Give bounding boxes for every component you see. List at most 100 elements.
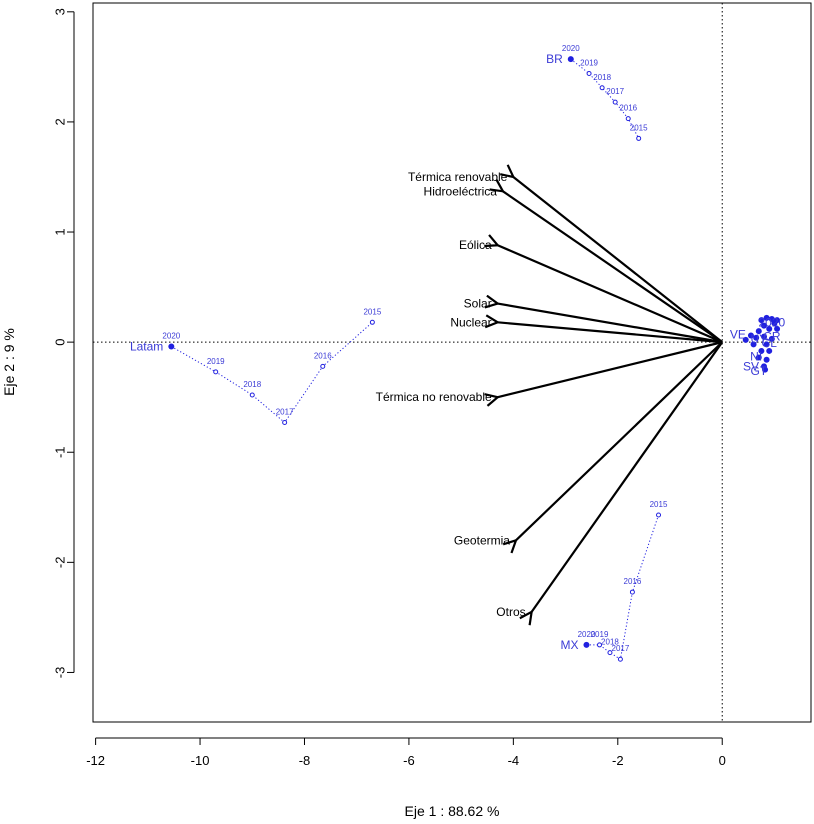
year-label: 2018 bbox=[593, 73, 611, 82]
y-tick-label: 3 bbox=[53, 8, 68, 15]
year-label: 2015 bbox=[363, 307, 381, 316]
trajectory-point bbox=[617, 656, 623, 662]
trajectory-point-current bbox=[583, 641, 590, 648]
cluster-point bbox=[750, 341, 757, 348]
y-tick-label: 1 bbox=[53, 228, 68, 235]
cluster-label: UY bbox=[750, 332, 767, 346]
arrow-line bbox=[498, 245, 723, 344]
year-label: 2017 bbox=[276, 408, 294, 417]
reference-lines bbox=[93, 3, 811, 722]
trajectory-point bbox=[629, 589, 635, 595]
cluster-point bbox=[768, 335, 775, 342]
cluster-point bbox=[747, 332, 754, 339]
variable-arrow: Eólica bbox=[459, 238, 723, 344]
y-tick-label: -3 bbox=[53, 667, 68, 679]
trajectory-point bbox=[656, 512, 662, 518]
year-label: 2020 bbox=[578, 630, 596, 639]
x-tick-label: -6 bbox=[403, 753, 415, 768]
trajectory-point bbox=[282, 420, 288, 426]
variable-label: Térmica no renovable bbox=[376, 390, 492, 404]
trajectory-point-current bbox=[567, 56, 574, 63]
trajectory-point bbox=[213, 369, 219, 375]
year-label: 2020 bbox=[562, 44, 580, 53]
cluster-label: GT bbox=[750, 364, 767, 378]
variable-arrow: Solar bbox=[464, 297, 723, 344]
variable-label: Geotermia bbox=[454, 533, 510, 547]
cluster-point bbox=[755, 328, 762, 335]
variable-arrow: Nuclear bbox=[450, 315, 723, 344]
country-label: MX bbox=[560, 638, 578, 652]
cluster-point bbox=[762, 366, 769, 373]
year-label: 2017 bbox=[606, 87, 624, 96]
cluster-point bbox=[766, 325, 773, 332]
cluster-point bbox=[771, 320, 778, 327]
country-label: BR bbox=[546, 52, 563, 66]
year-label: 2019 bbox=[207, 357, 225, 366]
variable-arrow: Térmica renovable bbox=[408, 170, 723, 343]
y-tick-label: -2 bbox=[53, 557, 68, 569]
year-label: 2018 bbox=[243, 380, 261, 389]
year-label: 2016 bbox=[314, 351, 332, 360]
cluster-label: 2020 bbox=[758, 315, 785, 329]
arrow-line bbox=[498, 304, 723, 344]
variable-arrow: Otros bbox=[496, 341, 724, 619]
x-tick-label: 0 bbox=[719, 753, 726, 768]
trajectory-point bbox=[599, 85, 605, 91]
variable-arrow: Geotermia bbox=[454, 341, 723, 547]
cluster-point bbox=[774, 325, 781, 332]
cluster-point bbox=[763, 341, 770, 348]
cluster-point bbox=[761, 333, 768, 340]
x-tick-label: -4 bbox=[508, 753, 520, 768]
year-label: 2017 bbox=[612, 644, 630, 653]
variable-label: Otros bbox=[496, 605, 525, 619]
trajectory-point bbox=[586, 70, 592, 76]
cluster-point bbox=[761, 322, 768, 329]
year-label: 2015 bbox=[630, 123, 648, 132]
cluster-point bbox=[755, 354, 762, 361]
country-label: Latam bbox=[130, 340, 163, 354]
trajectory-point bbox=[249, 392, 255, 398]
year-label: 2020 bbox=[162, 332, 180, 341]
y-axis: -3 -2 -1 0 1 2 3 bbox=[53, 8, 75, 679]
arrow-line bbox=[532, 341, 724, 612]
trajectory-point bbox=[597, 642, 603, 648]
cluster-label: CL bbox=[762, 336, 778, 350]
year-label: 2016 bbox=[624, 577, 642, 586]
x-axis-title: Eje 1 : 88.62 % bbox=[405, 803, 500, 819]
cluster-label: CR bbox=[763, 330, 781, 344]
trajectory-latam: 2020 2019 2018 2017 2016 2015 Latam bbox=[130, 307, 382, 426]
year-label: 2015 bbox=[650, 500, 668, 509]
trajectory-point bbox=[607, 650, 613, 656]
plot-frame bbox=[92, 2, 812, 723]
variable-arrow: Térmica no renovable bbox=[376, 341, 723, 404]
year-label: 2019 bbox=[591, 630, 609, 639]
trajectory-point bbox=[636, 135, 642, 141]
cluster-point bbox=[753, 334, 760, 341]
year-label: 2018 bbox=[601, 638, 619, 647]
cluster-point bbox=[763, 356, 770, 363]
x-tick-label: -8 bbox=[299, 753, 311, 768]
x-tick-label: -2 bbox=[612, 753, 624, 768]
trajectory-point-current bbox=[168, 343, 175, 350]
variable-label: Térmica renovable bbox=[408, 170, 508, 184]
trajectory-point bbox=[612, 99, 618, 105]
year-label: 2019 bbox=[580, 58, 598, 67]
variable-arrow: Hidroeléctrica bbox=[424, 184, 723, 344]
cluster-point bbox=[766, 347, 773, 354]
trajectory-line bbox=[171, 321, 373, 424]
y-tick-label: 0 bbox=[53, 339, 68, 346]
y-axis-title: Eje 2 : 9 % bbox=[1, 328, 17, 396]
cluster-label: SV bbox=[743, 359, 759, 373]
arrow-line bbox=[516, 341, 723, 540]
trajectories: 202020192018201720162015BR20202019201820… bbox=[130, 44, 668, 662]
trajectory-point bbox=[320, 363, 326, 369]
cluster-point bbox=[742, 336, 749, 343]
variable-label: Solar bbox=[464, 297, 492, 311]
arrow-line bbox=[503, 191, 723, 344]
cluster-point bbox=[758, 347, 765, 354]
variable-label: Eólica bbox=[459, 238, 492, 252]
